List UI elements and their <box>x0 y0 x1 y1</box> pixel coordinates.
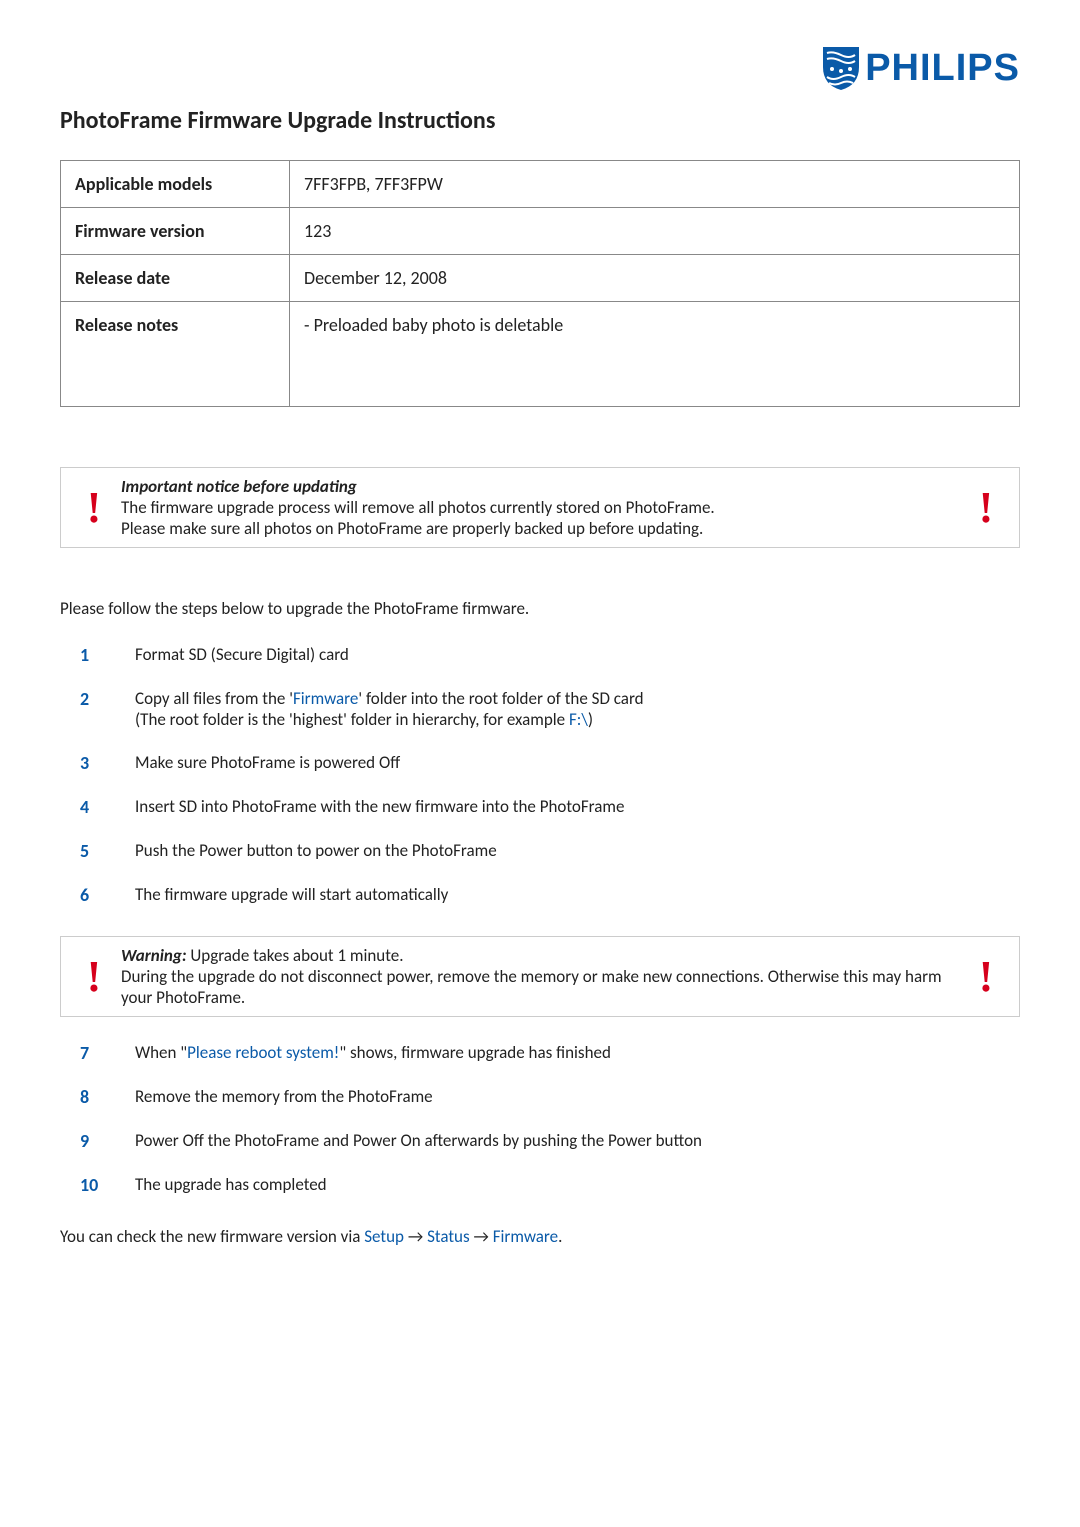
step-number: 3 <box>60 752 135 774</box>
exclamation-icon: ! <box>79 486 109 530</box>
table-row: Release notes - Preloaded baby photo is … <box>61 302 1020 407</box>
info-label: Applicable models <box>61 161 290 208</box>
list-item: 5 Push the Power button to power on the … <box>60 840 1020 862</box>
info-value: 7FF3FPB, 7FF3FPW <box>290 161 1020 208</box>
list-item: 3 Make sure PhotoFrame is powered Off <box>60 752 1020 774</box>
info-label: Release notes <box>61 302 290 407</box>
firmware-check-text: You can check the new firmware version v… <box>60 1226 1020 1247</box>
step-text: Remove the memory from the PhotoFrame <box>135 1086 1020 1108</box>
step-number: 10 <box>60 1174 135 1196</box>
notice-line: The firmware upgrade process will remove… <box>121 497 715 518</box>
info-label: Firmware version <box>61 208 290 255</box>
intro-text: Please follow the steps below to upgrade… <box>60 598 1020 619</box>
info-table: Applicable models 7FF3FPB, 7FF3FPW Firmw… <box>60 160 1020 407</box>
warning-line: During the upgrade do not disconnect pow… <box>121 966 942 1008</box>
step-text: The firmware upgrade will start automati… <box>135 884 1020 906</box>
step-text: Insert SD into PhotoFrame with the new f… <box>135 796 1020 818</box>
list-item: 8 Remove the memory from the PhotoFrame <box>60 1086 1020 1108</box>
exclamation-icon: ! <box>971 955 1001 999</box>
drive-path: F:\ <box>569 709 588 730</box>
step-text: Format SD (Secure Digital) card <box>135 644 1020 666</box>
table-row: Applicable models 7FF3FPB, 7FF3FPW <box>61 161 1020 208</box>
step-number: 2 <box>60 688 135 730</box>
step-text: The upgrade has completed <box>135 1174 1020 1196</box>
step-number: 1 <box>60 644 135 666</box>
shield-icon <box>821 45 861 91</box>
brand-name: PHILIPS <box>865 47 1020 90</box>
brand-header: PHILIPS <box>60 45 1020 96</box>
list-item: 4 Insert SD into PhotoFrame with the new… <box>60 796 1020 818</box>
warning-title: Warning: <box>121 945 187 966</box>
table-row: Firmware version 123 <box>61 208 1020 255</box>
info-label: Release date <box>61 255 290 302</box>
info-value: 123 <box>290 208 1020 255</box>
steps-list: 1 Format SD (Secure Digital) card 2 Copy… <box>60 644 1020 906</box>
list-item: 6 The firmware upgrade will start automa… <box>60 884 1020 906</box>
exclamation-icon: ! <box>971 486 1001 530</box>
step-text: Copy all files from the 'Firmware' folde… <box>135 688 1020 730</box>
notice-line: Please make sure all photos on PhotoFram… <box>121 518 703 539</box>
step-number: 9 <box>60 1130 135 1152</box>
notice-text: Important notice before updating The fir… <box>109 476 971 539</box>
warning-notice: ! Warning: Upgrade takes about 1 minute.… <box>60 936 1020 1017</box>
notice-title: Important notice before updating <box>121 476 357 497</box>
list-item: 7 When "Please reboot system!" shows, fi… <box>60 1042 1020 1064</box>
important-notice: ! Important notice before updating The f… <box>60 467 1020 548</box>
page-title: PhotoFrame Firmware Upgrade Instructions <box>60 106 1020 135</box>
step-text: Make sure PhotoFrame is powered Off <box>135 752 1020 774</box>
step-number: 5 <box>60 840 135 862</box>
steps-list: 7 When "Please reboot system!" shows, fi… <box>60 1042 1020 1196</box>
info-value: December 12, 2008 <box>290 255 1020 302</box>
menu-path-status: Status <box>427 1226 470 1247</box>
step-text: Push the Power button to power on the Ph… <box>135 840 1020 862</box>
exclamation-icon: ! <box>79 955 109 999</box>
table-row: Release date December 12, 2008 <box>61 255 1020 302</box>
step-text: When "Please reboot system!" shows, firm… <box>135 1042 1020 1064</box>
step-number: 4 <box>60 796 135 818</box>
philips-logo: PHILIPS <box>821 45 1020 91</box>
step-number: 6 <box>60 884 135 906</box>
step-number: 8 <box>60 1086 135 1108</box>
list-item: 1 Format SD (Secure Digital) card <box>60 644 1020 666</box>
step-text: Power Off the PhotoFrame and Power On af… <box>135 1130 1020 1152</box>
menu-path-firmware: Firmware <box>493 1226 558 1247</box>
firmware-link: Firmware <box>293 688 358 709</box>
info-value: - Preloaded baby photo is deletable <box>290 302 1020 407</box>
step-number: 7 <box>60 1042 135 1064</box>
warning-text: Warning: Upgrade takes about 1 minute. D… <box>109 945 971 1008</box>
list-item: 9 Power Off the PhotoFrame and Power On … <box>60 1130 1020 1152</box>
list-item: 10 The upgrade has completed <box>60 1174 1020 1196</box>
list-item: 2 Copy all files from the 'Firmware' fol… <box>60 688 1020 730</box>
reboot-message: Please reboot system! <box>187 1042 339 1063</box>
menu-path-setup: Setup <box>364 1226 404 1247</box>
